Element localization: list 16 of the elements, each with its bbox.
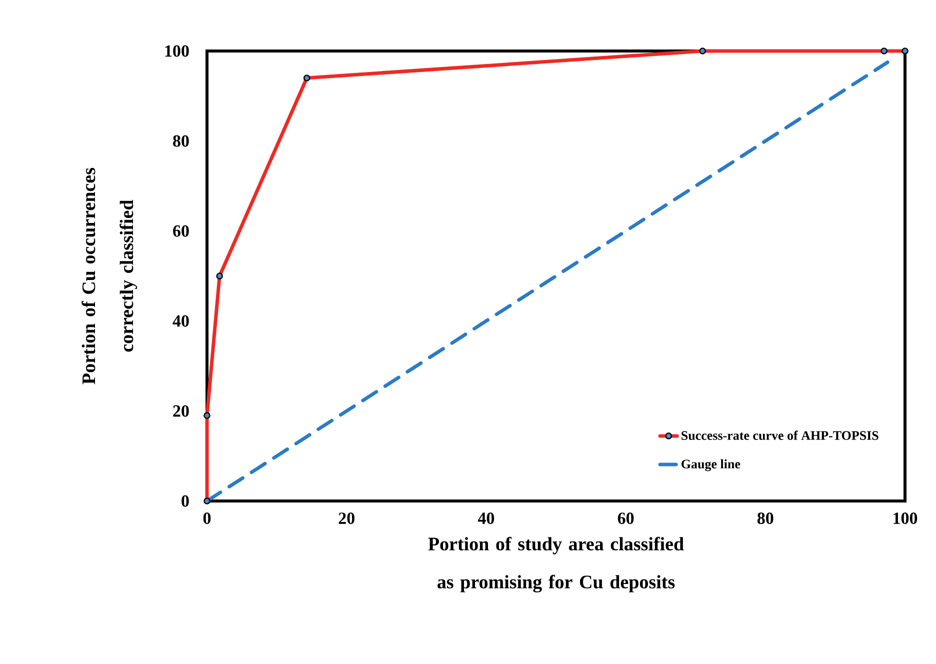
y-tick-label: 20 (173, 405, 189, 417)
y-tick-label: 100 (165, 45, 189, 57)
legend-label: Gauge line (682, 459, 740, 472)
x-tick-label: 20 (338, 512, 354, 524)
text: Portion of Cu occurrences correctly classified (82, 168, 138, 384)
y-tick-label: 60 (173, 225, 189, 237)
legend-label: Success-rate curve of AHP-TOPSIS (682, 430, 878, 440)
y-tick-label: 80 (173, 135, 189, 147)
x-axis-title: Portion of study area classified as promising for Cu deposits (428, 536, 684, 592)
x-tick-label: 80 (757, 512, 774, 524)
y-tick-label: 0 (182, 495, 189, 507)
x-tick-label: 40 (478, 512, 494, 524)
x-tick-label: 0 (203, 512, 211, 524)
x-tick-label: 60 (618, 512, 634, 524)
y-tick-label: 40 (172, 315, 189, 327)
x-tick-label: 100 (894, 512, 918, 524)
